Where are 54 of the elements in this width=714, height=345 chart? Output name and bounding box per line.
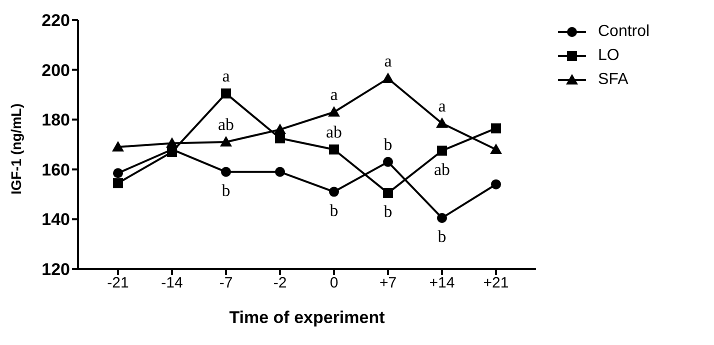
point (383, 156, 393, 167)
annotation: a (330, 85, 338, 104)
y-tick-label: 220 (42, 11, 70, 30)
x-tick-label: +7 (379, 274, 397, 292)
point (328, 106, 340, 117)
annotation: b (222, 180, 230, 200)
y-tick-label: 160 (42, 160, 70, 180)
x-tick-label: 0 (330, 274, 338, 292)
point (166, 137, 178, 148)
annotation: ab (434, 160, 450, 179)
annotation: a (384, 52, 392, 71)
annotation: b (330, 200, 338, 220)
x-tick-label: +14 (429, 274, 455, 292)
y-tick-label: 120 (42, 260, 70, 280)
point (221, 166, 231, 177)
annotation: b (384, 134, 392, 154)
x-tick-label: -14 (161, 274, 183, 292)
annotation: b (438, 227, 446, 246)
point (113, 178, 123, 188)
point (329, 186, 339, 197)
point (113, 168, 123, 178)
legend-label: LO (598, 47, 620, 65)
point (436, 117, 448, 128)
annotation: ab (326, 122, 342, 142)
point (112, 140, 124, 152)
annotation: b (384, 202, 392, 222)
y-tick-label: 200 (42, 60, 70, 80)
point (167, 146, 177, 157)
point (491, 179, 501, 190)
point (491, 123, 501, 134)
point (437, 212, 447, 223)
annotation: a (438, 96, 446, 116)
x-axis-title: Time of experiment (229, 308, 386, 327)
point (220, 136, 232, 147)
point (274, 124, 286, 134)
annotation: a (222, 66, 230, 86)
annotation: ab (218, 115, 234, 134)
x-tick-label: +21 (483, 274, 509, 292)
point (383, 188, 393, 198)
point (382, 72, 394, 84)
point (275, 166, 285, 177)
legend-label: Control (598, 23, 650, 41)
y-tick-label: 180 (42, 110, 70, 130)
y-tick-label: 140 (42, 210, 70, 230)
point (221, 88, 231, 98)
x-tick-label: -7 (219, 274, 233, 292)
x-tick-label: -2 (273, 274, 287, 292)
point (275, 133, 285, 144)
point (329, 144, 339, 154)
legend-label: SFA (598, 71, 628, 89)
point (437, 146, 447, 156)
x-tick-label: -21 (107, 274, 129, 292)
point (490, 143, 502, 154)
y-axis-title: IGF-1 (ng/mL) (8, 104, 24, 194)
